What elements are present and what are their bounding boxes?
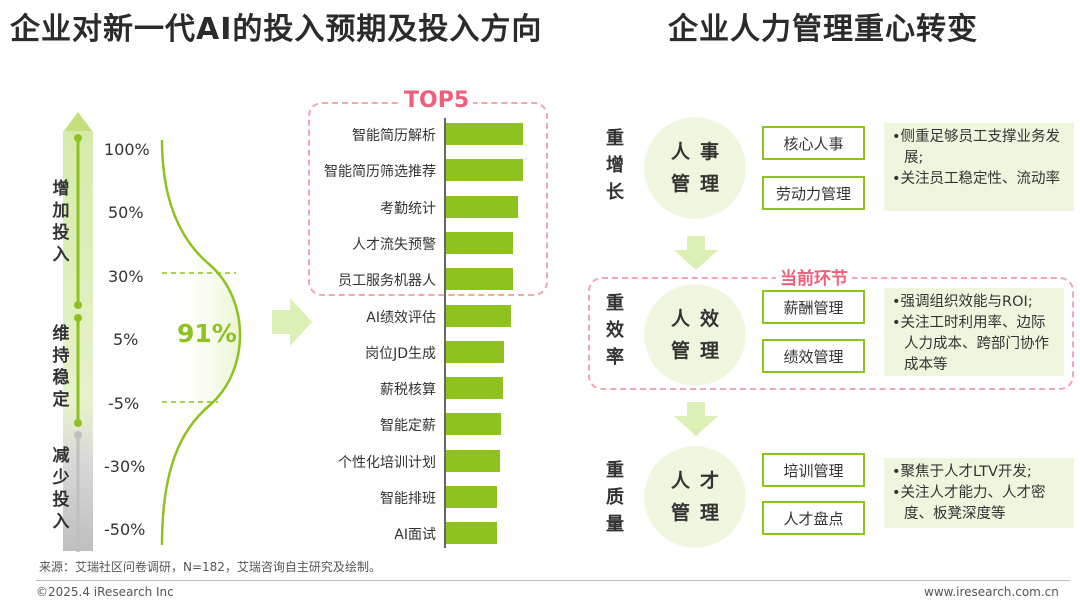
highlight-percentage: 91% <box>177 319 237 348</box>
y-tick: -50% <box>104 520 146 539</box>
bar <box>446 123 523 145</box>
side-label-efficiency: 重效率 <box>606 293 624 368</box>
bar-category-label: AI绩效评估 <box>366 309 436 326</box>
bar <box>446 486 498 508</box>
group-label-decrease: 减少投入 <box>52 446 70 532</box>
bar <box>446 159 523 182</box>
source-note: 来源：艾瑞社区问卷调研，N=182，艾瑞咨询自主研究及绘制。 <box>39 560 381 574</box>
axis-arrow-head <box>63 112 93 132</box>
bar <box>446 377 504 400</box>
side-label-quality: 重质量 <box>606 460 624 535</box>
bar-category-label: 个性化培训计划 <box>338 454 436 471</box>
copyright: ©2025.4 iResearch Inc <box>36 585 174 599</box>
circle-line: 管理 <box>670 173 729 195</box>
circle-line: 人事 <box>670 141 729 163</box>
bell-curve <box>160 139 242 546</box>
expectation-graphic <box>63 112 446 552</box>
bar <box>446 449 500 472</box>
bar-category-label: 智能简历解析 <box>352 128 436 144</box>
flow-arrow <box>272 298 312 346</box>
y-tick: -30% <box>104 457 146 476</box>
top5-label: TOP5 <box>400 88 474 113</box>
bar <box>446 268 513 291</box>
bar-category-label: 员工服务机器人 <box>338 273 436 290</box>
website-link[interactable]: www.iresearch.com.cn <box>924 585 1059 599</box>
y-tick: -5% <box>108 394 140 413</box>
bell-fill <box>162 140 240 545</box>
bar-category-label: 岗位JD生成 <box>365 345 436 362</box>
down-arrow-1 <box>674 236 718 270</box>
box-workforce: 劳动力管理 <box>762 176 865 210</box>
bar <box>446 413 502 436</box>
bar-category-label: 考勤统计 <box>380 200 436 217</box>
box-performance: 绩效管理 <box>762 339 865 373</box>
y-tick: 100% <box>104 140 150 159</box>
note-growth: •侧重足够员工支撑业务发展; •关注员工稳定性、流动率 <box>884 123 1074 211</box>
down-arrow-2 <box>674 402 718 436</box>
current-segment-label: 当前环节 <box>776 264 852 289</box>
box-talent-review: 人才盘点 <box>762 501 865 535</box>
side-label-growth: 重增长 <box>606 128 624 203</box>
circle-hr-admin: 人事 管理 <box>645 118 745 218</box>
box-compensation: 薪酬管理 <box>762 290 865 324</box>
circle-line: 人效 <box>670 308 729 330</box>
bar-category-label: 智能简历筛选推荐 <box>324 164 436 181</box>
bar <box>446 195 519 218</box>
note-efficiency: •强调组织效能与ROI; •关注工时利用率、边际人力成本、跨部门协作成本等 <box>884 288 1064 376</box>
bar <box>446 231 513 254</box>
group-label-increase: 增加投入 <box>52 179 70 265</box>
right-title: 企业人力管理重心转变 <box>668 12 978 47</box>
circle-talent: 人才 管理 <box>645 447 745 547</box>
bar-category-label: 智能定薪 <box>380 418 436 435</box>
y-tick: 5% <box>113 330 139 349</box>
bar <box>446 304 512 327</box>
bar-chart: 智能简历解析智能简历筛选推荐考勤统计人才流失预警员工服务机器人 AI绩效评估 岗位J… <box>0 0 560 560</box>
bar-category-label: 智能排班 <box>380 491 436 507</box>
note-quality: •聚焦于人才LTV开发; •关注人才能力、人才密度、板凳深度等 <box>884 458 1074 528</box>
bar-category-label: 薪税核算 <box>380 382 436 399</box>
box-core-hr: 核心人事 <box>762 126 865 160</box>
y-tick: 50% <box>108 203 144 222</box>
circle-line: 管理 <box>670 502 729 524</box>
bar <box>446 522 498 545</box>
y-tick: 30% <box>108 267 144 286</box>
left-title: 企业对新一代AI的投入预期及投入方向 <box>10 12 543 47</box>
group-label-stable: 维持稳定 <box>52 324 70 410</box>
circle-line: 人才 <box>670 470 729 492</box>
box-training: 培训管理 <box>762 453 865 487</box>
bar-category-label: AI面试 <box>394 527 436 544</box>
footer-divider <box>36 580 1070 581</box>
circle-efficiency: 人效 管理 <box>645 285 745 385</box>
circle-line: 管理 <box>670 340 729 362</box>
bar-category-label: 人才流失预警 <box>352 236 436 253</box>
bar <box>446 340 505 363</box>
